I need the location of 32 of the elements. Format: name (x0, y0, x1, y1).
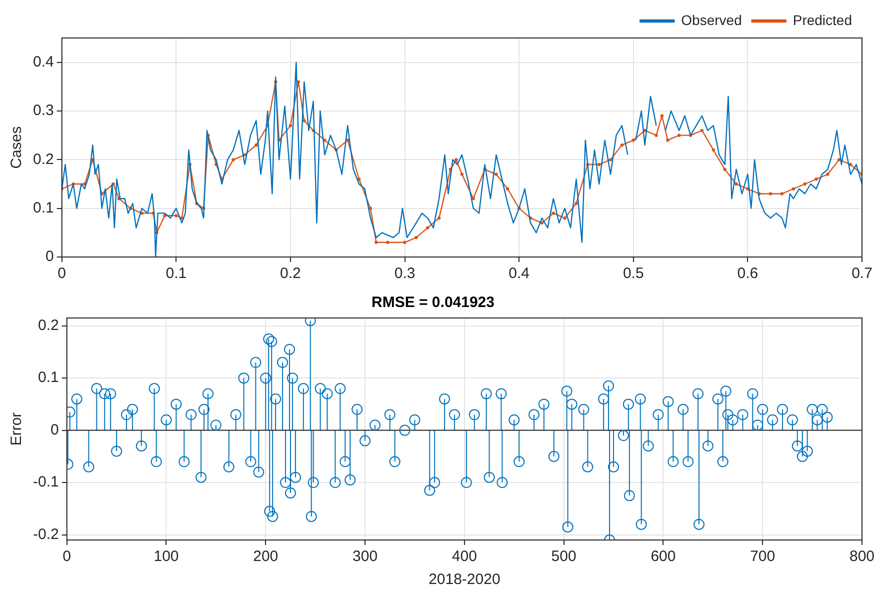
chart-title: RMSE = 0.041923 (372, 294, 494, 312)
x-tick-label: 0.4 (508, 265, 530, 282)
y-axis-title: Error (8, 412, 26, 446)
legend-label: Predicted (792, 12, 852, 28)
x-tick-label: 0.2 (280, 265, 301, 282)
x-tick-label: 0.5 (622, 265, 644, 282)
x-tick-label: 0.1 (166, 265, 187, 282)
x-tick-label: 200 (253, 548, 278, 566)
x-tick-label: 0.7 (852, 265, 872, 282)
y-tick-label: 0 (50, 421, 59, 438)
x-tick-label: 300 (352, 548, 378, 566)
y-tick-label: 0.2 (38, 316, 59, 334)
x-tick-label: 0.6 (737, 265, 758, 282)
x-axis-title: 2018-2020 (428, 571, 500, 588)
y-tick-label: -0.1 (32, 474, 59, 491)
x-tick-label: 800 (849, 548, 875, 566)
y-tick-label: 0.1 (32, 199, 54, 216)
x-tick-label: 500 (551, 548, 576, 566)
y-tick-label: 0.4 (32, 53, 54, 70)
legend-label: Observed (681, 12, 742, 28)
y-tick-label: 0 (46, 248, 54, 266)
x-tick-label: 700 (750, 548, 776, 566)
x-tick-label: 0.3 (394, 265, 416, 282)
y-axis-title: Cases (8, 126, 26, 169)
x-tick-label: 600 (650, 548, 676, 566)
y-tick-label: 0.3 (32, 102, 54, 120)
y-tick-label: 0.2 (32, 150, 54, 168)
x-tick-label: 400 (452, 548, 477, 566)
y-tick-label: 0.1 (38, 369, 59, 386)
x-tick-label: 0 (62, 548, 72, 566)
x-tick-label: 100 (154, 548, 179, 566)
y-tick-label: -0.2 (32, 526, 59, 543)
